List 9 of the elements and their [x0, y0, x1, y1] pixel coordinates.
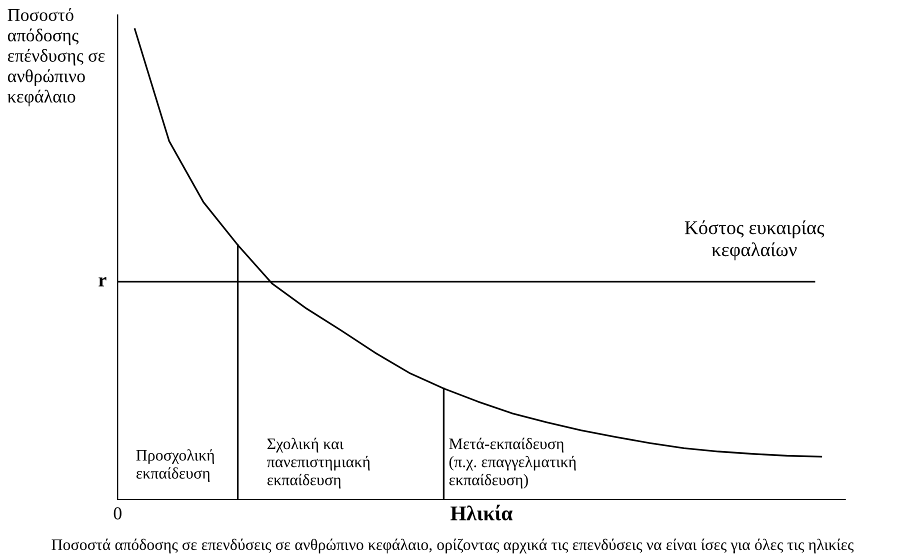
annotation: Κόστος ευκαιρίας κεφαλαίων [684, 220, 824, 260]
text: 0 [114, 507, 122, 520]
y-axis-title: Ποσοστό απόδοσης επένδυσης σε ανθρώπινο κεφάλαιο [8, 8, 105, 106]
annotation: Σχολική και πανεπιστημιακή εκπαίδευση [267, 438, 370, 489]
ref-line-label: r [98, 277, 106, 286]
x-axis-title: Ηλικία [450, 504, 513, 520]
annotation: Μετά-εκπαίδευση (π.χ. επαγγελματική εκπαίδευση) [449, 438, 576, 489]
annotation: Προσχολική εκπαίδευση [136, 449, 214, 482]
text: Ποσοστά απόδοσης σε επενδύσεις σε ανθρώπινο κεφάλαιο, ορίζοντας αρχικά τις επενδύσεις να είναι ίσες για όλες τις ηλικίες [52, 538, 854, 554]
